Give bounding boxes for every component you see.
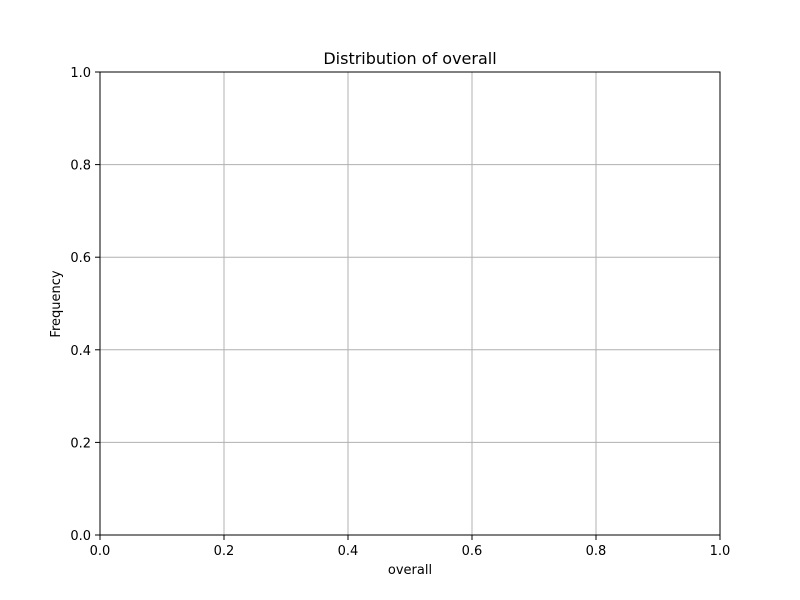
y-tick-label: 0.4 [70,344,91,359]
x-tick-label: 0.4 [338,544,359,559]
chart-title: Distribution of overall [323,49,496,68]
x-axis-label: overall [388,563,432,578]
x-axis-ticks: 0.0 0.2 0.4 0.6 0.8 1.0 [90,535,731,559]
x-tick-label: 0.0 [90,544,111,559]
y-axis-label: Frequency [49,270,64,337]
x-tick-label: 1.0 [710,544,731,559]
y-tick-label: 0.2 [70,436,91,451]
x-tick-label: 0.6 [462,544,483,559]
y-tick-label: 1.0 [70,66,91,81]
x-tick-label: 0.2 [214,544,235,559]
plot-area [100,72,720,535]
y-tick-label: 0.8 [70,159,91,174]
y-axis-ticks: 0.0 0.2 0.4 0.6 0.8 1.0 [70,66,100,544]
y-tick-label: 0.6 [70,251,91,266]
y-tick-label: 0.0 [70,529,91,544]
x-tick-label: 0.8 [586,544,607,559]
axes-frame [99,71,721,536]
